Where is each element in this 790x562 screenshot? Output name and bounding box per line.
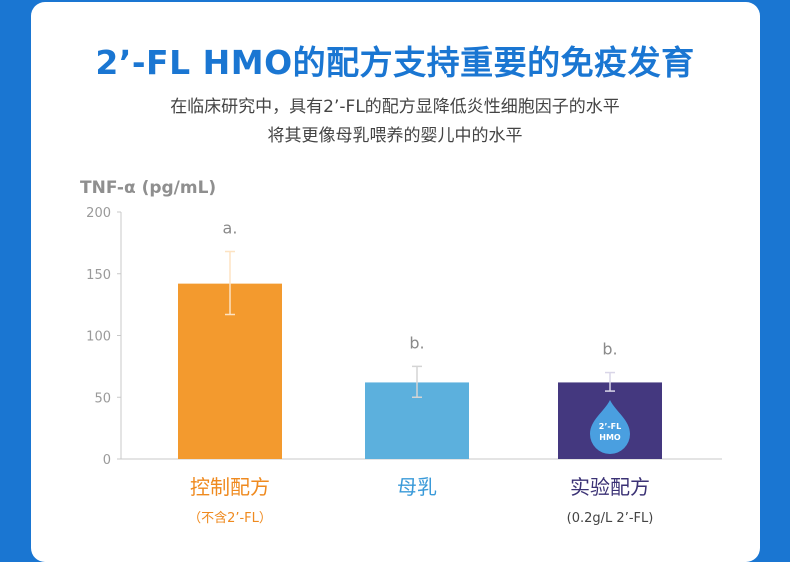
hmo-badge-line2: HMO bbox=[599, 433, 621, 442]
y-tick-label: 0 bbox=[103, 453, 111, 468]
content-card bbox=[31, 2, 760, 562]
category-label-1: 控制配方 bbox=[190, 475, 270, 499]
y-tick-label: 200 bbox=[86, 206, 111, 221]
category-note-1: （不含2’-FL） bbox=[188, 510, 272, 526]
significance-label-2: b. bbox=[409, 333, 424, 352]
y-tick-label: 150 bbox=[86, 268, 111, 283]
category-label-2: 母乳 bbox=[397, 475, 437, 499]
hmo-drop-icon bbox=[590, 400, 630, 454]
page-title: 2’-FL HMO的配方支持重要的免疫发育 bbox=[95, 43, 695, 82]
category-note-3: (0.2g/L 2’-FL) bbox=[567, 511, 654, 526]
hmo-badge-line1: 2’-FL bbox=[599, 422, 622, 431]
subtitle-line-1: 在临床研究中，具有2’-FL的配方显降低炎性细胞因子的水平 bbox=[170, 97, 620, 117]
bar-chart: TNF-α (pg/mL) 0 50 100 150 200 a. 控制配方 （不含2’-FL）… bbox=[80, 178, 722, 526]
significance-label-3: b. bbox=[602, 340, 617, 359]
y-axis-label: TNF-α (pg/mL) bbox=[80, 178, 216, 198]
subtitle-line-2: 将其更像母乳喂养的婴儿中的水平 bbox=[267, 126, 523, 146]
significance-label-1: a. bbox=[223, 219, 238, 238]
y-tick-label: 50 bbox=[94, 391, 111, 406]
category-label-3: 实验配方 bbox=[570, 475, 650, 499]
y-tick-label: 100 bbox=[86, 330, 111, 345]
